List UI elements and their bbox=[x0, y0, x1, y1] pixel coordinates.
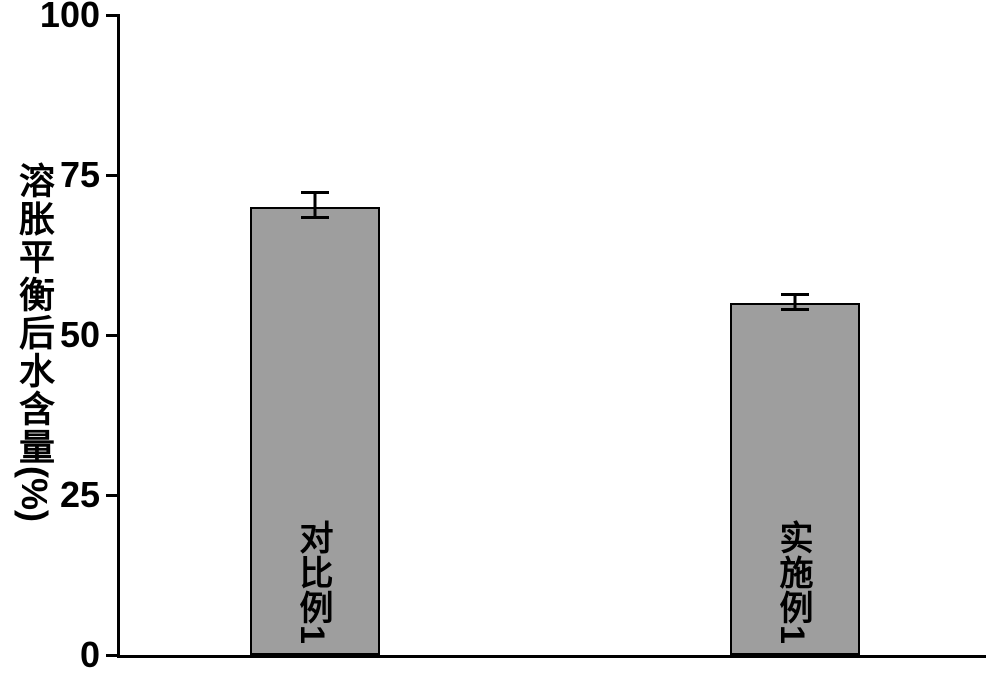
bar: 对比例1 bbox=[250, 207, 380, 655]
bar: 实施例1 bbox=[730, 303, 860, 655]
ytick-mark bbox=[106, 174, 120, 177]
ytick-mark bbox=[106, 14, 120, 17]
figure: 溶胀平衡后水含量(%) 0 25 50 75 100 对比例1 实施例1 bbox=[0, 0, 1000, 684]
ytick-mark bbox=[106, 654, 120, 657]
ytick-label: 25 bbox=[60, 474, 100, 516]
ytick-label: 0 bbox=[80, 634, 100, 676]
ytick-mark bbox=[106, 494, 120, 497]
y-axis-title-text-cn: 溶胀平衡后水含量 bbox=[14, 162, 54, 466]
error-bar-cap bbox=[301, 191, 329, 194]
error-bar-cap bbox=[301, 216, 329, 219]
y-axis-title-unit: (%) bbox=[14, 466, 55, 522]
ytick-label: 75 bbox=[60, 154, 100, 196]
plot-area: 0255075100对比例1实施例1 bbox=[117, 15, 986, 658]
bar-label: 实施例1 bbox=[768, 520, 822, 645]
y-axis-title: 溶胀平衡后水含量(%) bbox=[8, 162, 67, 522]
error-bar-cap bbox=[781, 308, 809, 311]
ytick-label: 100 bbox=[40, 0, 100, 36]
error-bar-stem bbox=[314, 192, 317, 217]
ytick-mark bbox=[106, 334, 120, 337]
bar-label: 对比例1 bbox=[288, 520, 342, 645]
error-bar-cap bbox=[781, 293, 809, 296]
ytick-label: 50 bbox=[60, 314, 100, 356]
